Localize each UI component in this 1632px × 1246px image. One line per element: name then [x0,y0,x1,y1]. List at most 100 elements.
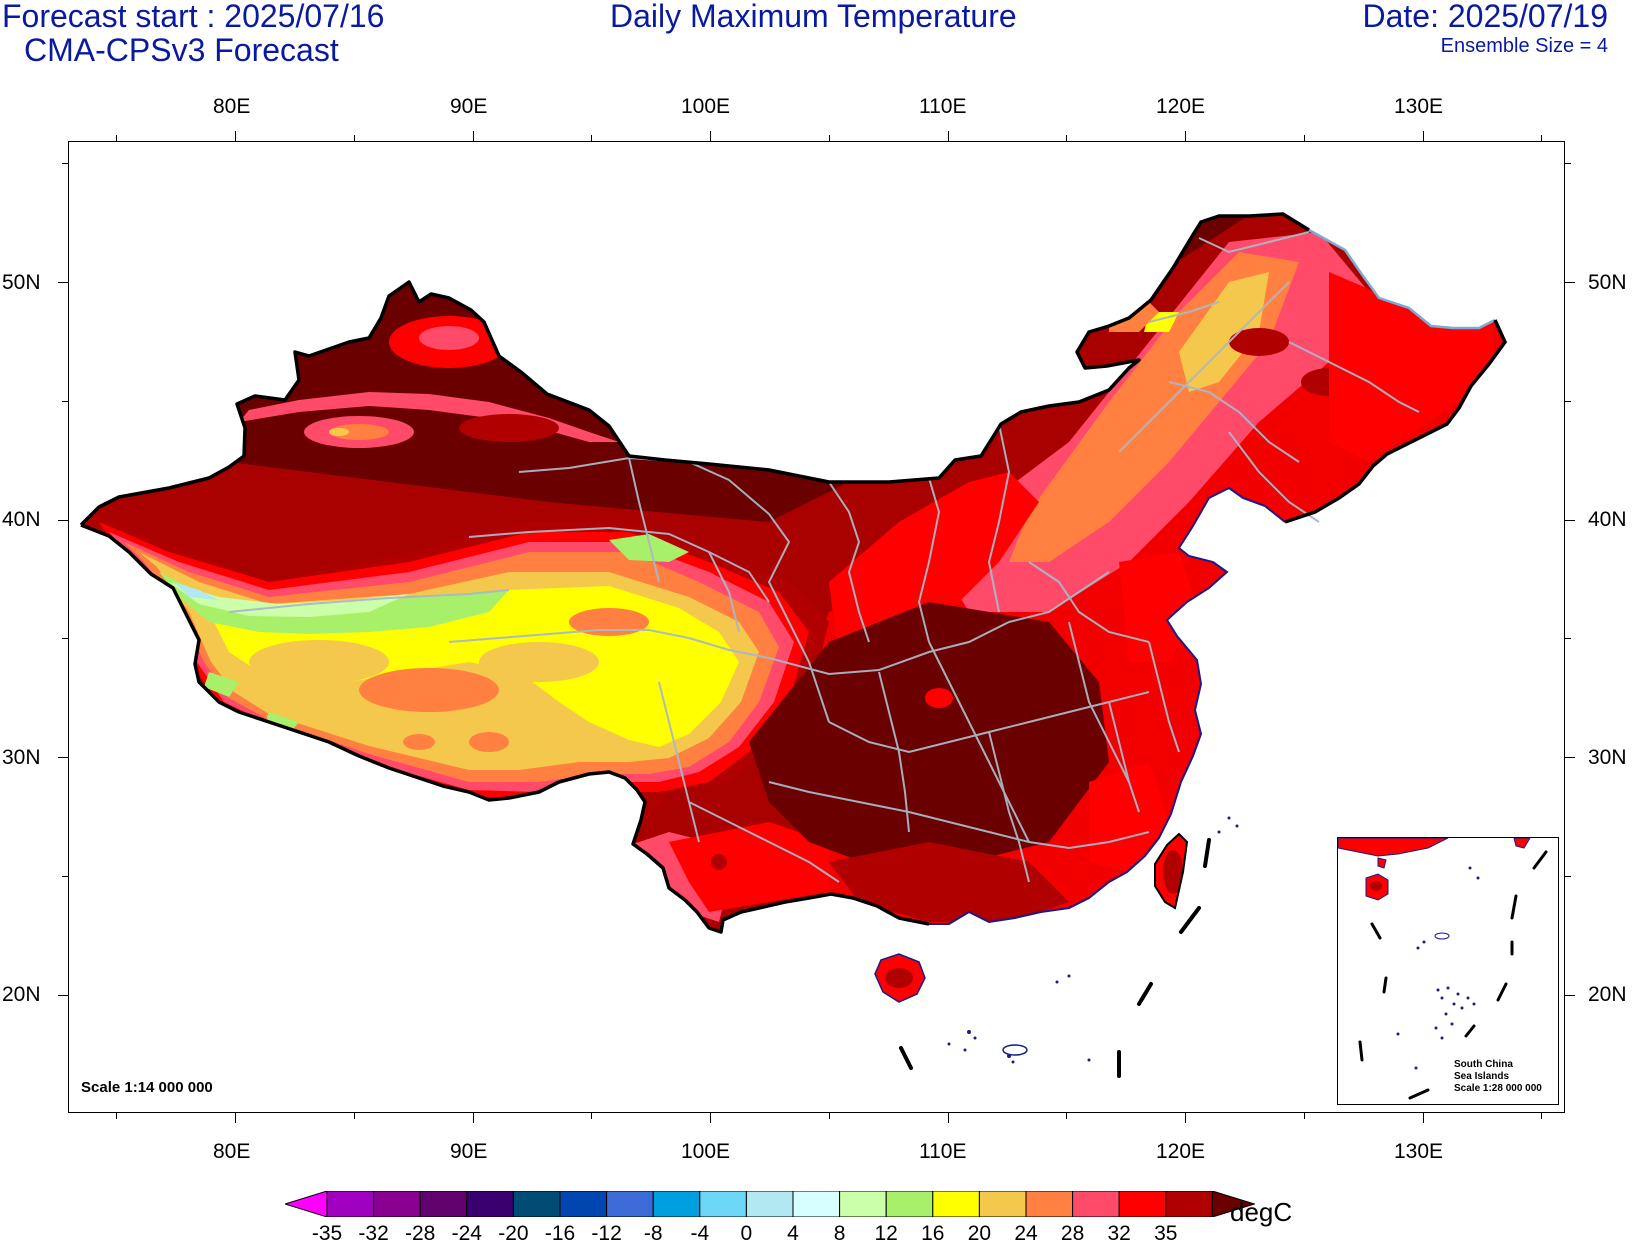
colorbar-box [839,1191,887,1217]
axis-tick [1565,875,1571,877]
southwest-border [80,523,930,934]
lat-label-left: 40N [2,508,41,531]
axis-tick [947,131,949,141]
model-label: CMA-CPSv3 Forecast [24,32,339,68]
axis-tick [116,1113,118,1119]
axis-tick [591,1113,593,1119]
axis-tick [472,1113,474,1123]
lat-label-right: 50N [1588,271,1627,294]
colorbar-min-triangle [285,1191,328,1217]
lon-label-top: 100E [681,95,731,118]
axis-tick [1066,1113,1068,1119]
lon-label-top: 120E [1156,95,1206,118]
colorbar-box [652,1191,701,1217]
axis-tick [828,1113,830,1119]
lon-label-bottom: 110E [919,1140,967,1163]
lon-label-top: 130E [1394,95,1444,118]
axis-tick [1422,131,1424,141]
lat-label-left: 30N [2,746,41,769]
colorbar-label: 8 [833,1222,846,1245]
colorbar-label: -24 [451,1222,482,1245]
colorbar-label: -4 [690,1222,710,1245]
colorbar-box [606,1191,654,1217]
colorbar-box [326,1191,375,1217]
colorbar-box [792,1191,841,1217]
axis-tick [1565,519,1575,521]
lon-label-top: 110E [919,95,967,118]
inset-map [1338,838,1548,1100]
colorbar-label: 32 [1107,1222,1131,1245]
inset-title-line1: South China [1454,1059,1513,1070]
colorbar-label: -32 [358,1222,389,1245]
colorbar-box [932,1191,980,1217]
axis-tick [947,1113,949,1123]
axis-tick [235,131,236,141]
axis-tick [58,757,68,758]
colorbar-label: -16 [544,1222,576,1245]
axis-tick [472,131,474,141]
northeast-river-border [1308,228,1496,330]
axis-tick [235,1113,236,1123]
colorbar-label: -8 [643,1222,663,1245]
scs-atoll [1002,1044,1028,1056]
lat-label-right: 30N [1588,746,1627,769]
axis-tick [1565,400,1571,402]
axis-tick [1422,1113,1424,1123]
forecast-date-label: Date: 2025/07/19 [1362,0,1608,34]
colorbar-label: 35 [1154,1222,1178,1245]
colorbar-box [1072,1191,1120,1217]
lon-label-top: 80E [213,95,251,118]
colorbar-box [419,1191,468,1217]
colorbar-label: 20 [967,1222,992,1245]
northeast-border [1284,319,1508,524]
axis-tick [62,638,68,640]
colorbar-label: 4 [787,1222,799,1245]
colorbar-label: 16 [921,1222,945,1245]
colorbar-label: 12 [874,1222,898,1245]
nine-dash-line [899,838,1211,1078]
axis-tick [1565,757,1575,758]
axis-tick [710,1113,711,1123]
lat-label-left: 20N [2,983,41,1006]
colorbar-label: 0 [740,1222,753,1245]
colorbar-label: -12 [591,1222,622,1245]
lon-label-bottom: 90E [450,1140,488,1163]
axis-tick [62,163,68,165]
hainan-island [874,953,926,1003]
map-scale-note: Scale 1:14 000 000 [81,1079,213,1096]
scs-islands [947,816,1239,1064]
axis-tick [1565,994,1575,996]
axis-tick [1185,1113,1186,1123]
lat-label-right: 20N [1588,983,1627,1006]
colorbar [285,1191,1255,1217]
axis-tick [828,135,830,141]
lon-label-bottom: 80E [213,1140,251,1163]
province-boundaries [228,231,1420,883]
axis-tick [353,135,355,141]
china-border [79,212,1310,527]
axis-tick [1541,1113,1543,1119]
colorbar-box [745,1191,794,1217]
axis-tick [1565,163,1571,165]
east-coastline [929,486,1286,925]
colorbar-box [512,1191,561,1217]
colorbar-max-triangle [1211,1191,1255,1217]
south-china-sea-inset: South China Sea Islands Scale 1:28 000 0… [1337,837,1559,1105]
colorbar-label: 24 [1014,1222,1038,1245]
inset-title-line2: Sea Islands [1454,1071,1510,1082]
axis-tick [58,519,68,521]
axis-tick [1303,135,1305,141]
colorbar-unit: degC [1230,1197,1293,1227]
lat-label-left: 50N [2,271,41,294]
colorbar-box [1118,1191,1167,1217]
colorbar-box [466,1191,514,1217]
colorbar-box [978,1191,1027,1217]
axis-tick [353,1113,355,1119]
colorbar-label: -28 [405,1222,436,1245]
axis-tick [1303,1113,1305,1119]
ensemble-size-label: Ensemble Size = 4 [1440,35,1608,57]
inset-caption: South China Sea Islands Scale 1:28 000 0… [1454,1059,1542,1095]
colorbar-label: -20 [498,1222,529,1245]
colorbar-box [699,1191,747,1217]
colorbar-box [559,1191,608,1217]
